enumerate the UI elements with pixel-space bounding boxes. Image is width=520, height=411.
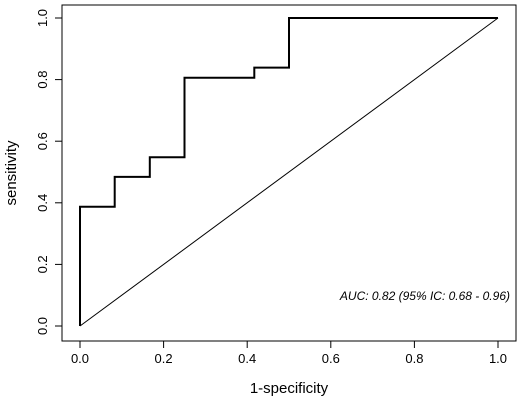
x-tick-label: 0.8 — [405, 351, 423, 366]
x-tick-label: 0.0 — [71, 351, 89, 366]
x-axis-title: 1-specificity — [250, 380, 329, 397]
auc-annotation: AUC: 0.82 (95% IC: 0.68 - 0.96) — [339, 289, 510, 303]
y-tick-label: 0.0 — [35, 317, 50, 335]
y-tick-label: 0.2 — [35, 255, 50, 273]
x-tick-label: 0.6 — [322, 351, 340, 366]
reference-diagonal-line — [79, 17, 499, 327]
x-tick-label: 1.0 — [489, 351, 507, 366]
x-axis: 0.0 0.2 0.4 0.6 0.8 1.0 — [71, 340, 507, 366]
y-axis-title: sensitivity — [3, 140, 20, 206]
x-tick-label: 0.4 — [238, 351, 256, 366]
x-tick-label: 0.2 — [155, 351, 173, 366]
y-tick-label: 0.4 — [35, 194, 50, 212]
y-axis: 0.0 0.2 0.4 0.6 0.8 1.0 — [35, 9, 63, 335]
y-tick-label: 1.0 — [35, 9, 50, 27]
y-tick-label: 0.8 — [35, 71, 50, 89]
series-layer — [79, 17, 499, 327]
y-tick-label: 0.6 — [35, 132, 50, 150]
roc-curve-line — [79, 17, 498, 326]
